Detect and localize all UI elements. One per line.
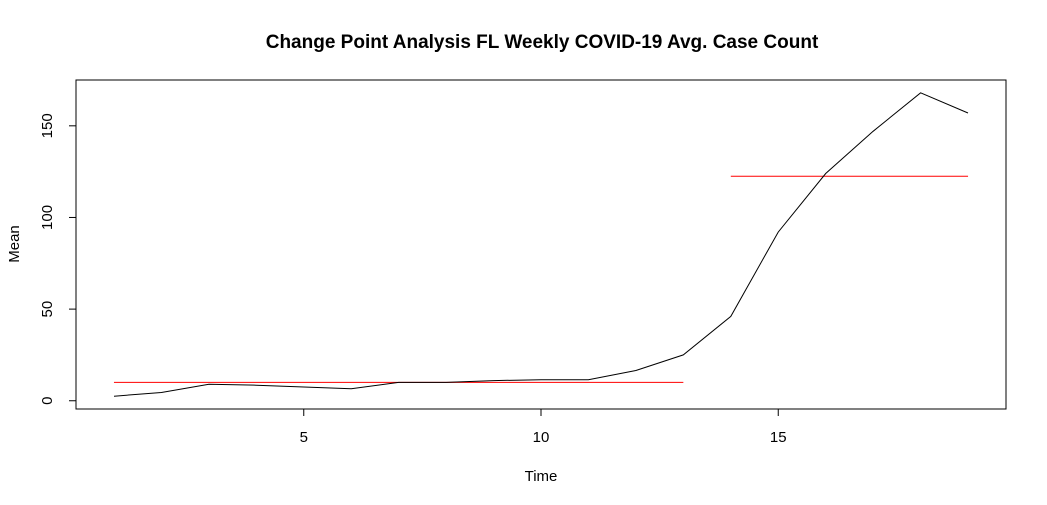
series-line <box>113 92 969 397</box>
plot-frame <box>75 79 1007 410</box>
chart-title: Change Point Analysis FL Weekly COVID-19… <box>266 32 819 53</box>
y-tick-label: 0 <box>39 397 56 405</box>
x-axis-label: Time <box>525 468 558 485</box>
x-tick-label: 15 <box>770 429 787 446</box>
change-point-segments <box>113 175 969 383</box>
x-axis: 5 10 15 <box>300 408 787 446</box>
y-tick-label: 100 <box>39 205 56 230</box>
y-axis-label: Mean <box>6 225 23 263</box>
y-tick-label: 50 <box>39 301 56 318</box>
series-group <box>113 92 969 397</box>
x-tick-label: 5 <box>300 429 308 446</box>
x-tick-label: 10 <box>533 429 550 446</box>
y-axis: 0 50 100 150 <box>39 113 77 405</box>
y-tick-label: 150 <box>39 113 56 138</box>
